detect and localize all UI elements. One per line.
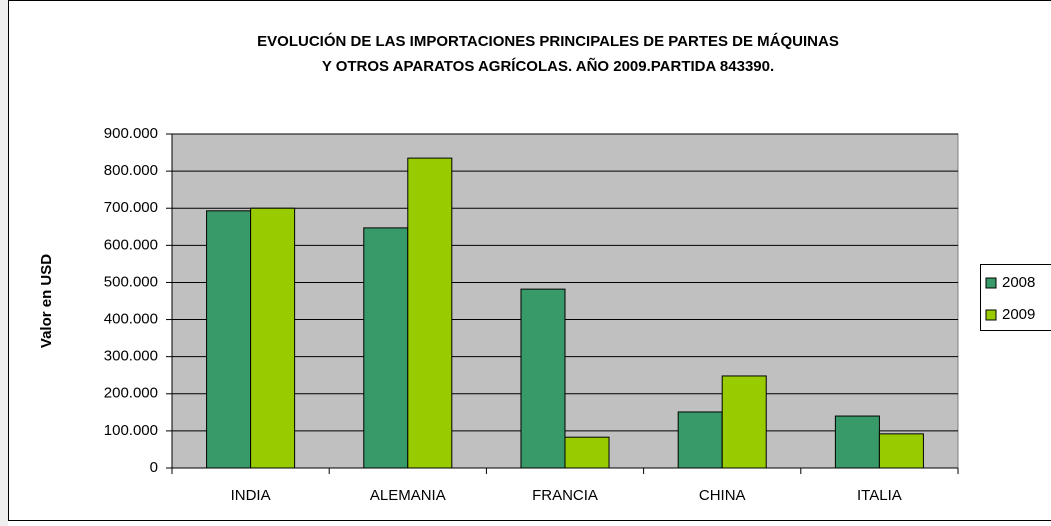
- y-tick-label: 100.000: [104, 422, 158, 439]
- y-tick-label: 200.000: [104, 385, 158, 402]
- bar: [834, 415, 880, 469]
- x-tick-label: CHINA: [699, 487, 746, 504]
- bar: [250, 207, 296, 469]
- legend-swatch: [985, 277, 997, 289]
- y-tick-label: 600.000: [104, 236, 158, 253]
- legend-label: 2009: [1002, 306, 1035, 323]
- bar: [564, 436, 610, 469]
- y-tick-label: 900.000: [104, 125, 158, 142]
- chart-title: EVOLUCIÓN DE LAS IMPORTACIONES PRINCIPAL…: [257, 32, 839, 50]
- bar: [520, 288, 566, 469]
- chart-title: Y OTROS APARATOS AGRÍCOLAS. AÑO 2009.PAR…: [322, 57, 774, 75]
- y-tick-label: 300.000: [104, 348, 158, 365]
- x-tick-label: INDIA: [231, 487, 271, 504]
- y-tick-label: 500.000: [104, 273, 158, 290]
- side-strip: [0, 0, 8, 526]
- y-tick-label: 800.000: [104, 162, 158, 179]
- y-tick-label: 400.000: [104, 311, 158, 328]
- legend-label: 2008: [1002, 274, 1035, 291]
- bar: [677, 411, 723, 469]
- x-tick-label: FRANCIA: [532, 487, 598, 504]
- bar: [363, 227, 409, 469]
- bar: [721, 375, 767, 469]
- y-tick-label: 0: [150, 459, 158, 476]
- legend-swatch: [985, 309, 997, 321]
- y-tick-label: 700.000: [104, 199, 158, 216]
- x-tick-label: ALEMANIA: [370, 487, 446, 504]
- x-tick-label: ITALIA: [857, 487, 902, 504]
- bar: [407, 157, 453, 469]
- bar: [878, 433, 924, 469]
- bar: [206, 210, 252, 469]
- y-axis-label: Valor en USD: [38, 254, 55, 348]
